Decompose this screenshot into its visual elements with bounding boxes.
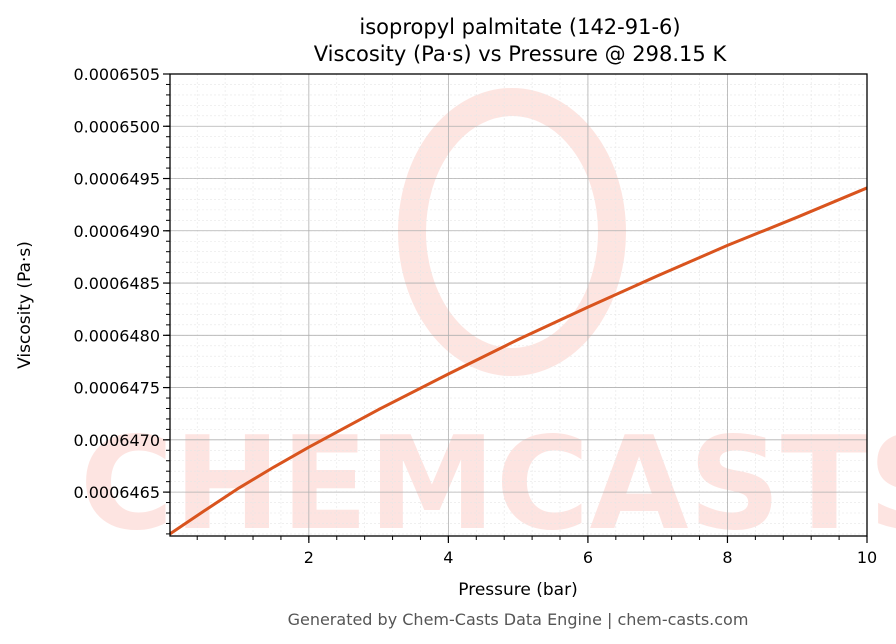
y-tick-label: 0.0006465 bbox=[73, 483, 160, 502]
x-tick-label: 2 bbox=[304, 548, 314, 567]
x-tick-label: 6 bbox=[583, 548, 593, 567]
y-tick-label: 0.0006490 bbox=[73, 222, 160, 241]
footer-credit: Generated by Chem-Casts Data Engine | ch… bbox=[288, 610, 749, 629]
y-tick-label: 0.0006505 bbox=[73, 65, 160, 84]
watermark-text: CHEMCASTS bbox=[80, 410, 896, 559]
y-tick-label: 0.0006485 bbox=[73, 274, 160, 293]
series-line-group bbox=[169, 186, 868, 536]
y-tick-label: 0.0006475 bbox=[73, 379, 160, 398]
y-tick-label: 0.0006500 bbox=[73, 117, 160, 136]
plot-frame bbox=[169, 73, 868, 537]
watermark: CHEMCASTS bbox=[80, 88, 896, 559]
x-tick-label: 8 bbox=[722, 548, 732, 567]
watermark-logo-ring bbox=[398, 88, 626, 376]
y-tick-label: 0.0006470 bbox=[73, 431, 160, 450]
y-tick-label: 0.0006495 bbox=[73, 170, 160, 189]
y-axis-ticks: 0.0006465 0.0006470 0.0006475 0.0006480 0.00… bbox=[73, 65, 170, 535]
x-tick-label: 4 bbox=[443, 548, 453, 567]
x-axis-ticks: 2 4 6 8 10 bbox=[196, 536, 877, 567]
x-tick-label: 10 bbox=[857, 548, 877, 567]
y-axis-label: Viscosity (Pa·s) bbox=[15, 241, 35, 369]
y-tick-label: 0.0006480 bbox=[73, 326, 160, 345]
x-axis-label: Pressure (bar) bbox=[458, 580, 577, 600]
chart-title-line2: Viscosity (Pa·s) vs Pressure @ 298.15 K bbox=[314, 42, 728, 66]
chart-title-line1: isopropyl palmitate (142-91-6) bbox=[359, 15, 680, 39]
series-line bbox=[169, 186, 868, 536]
